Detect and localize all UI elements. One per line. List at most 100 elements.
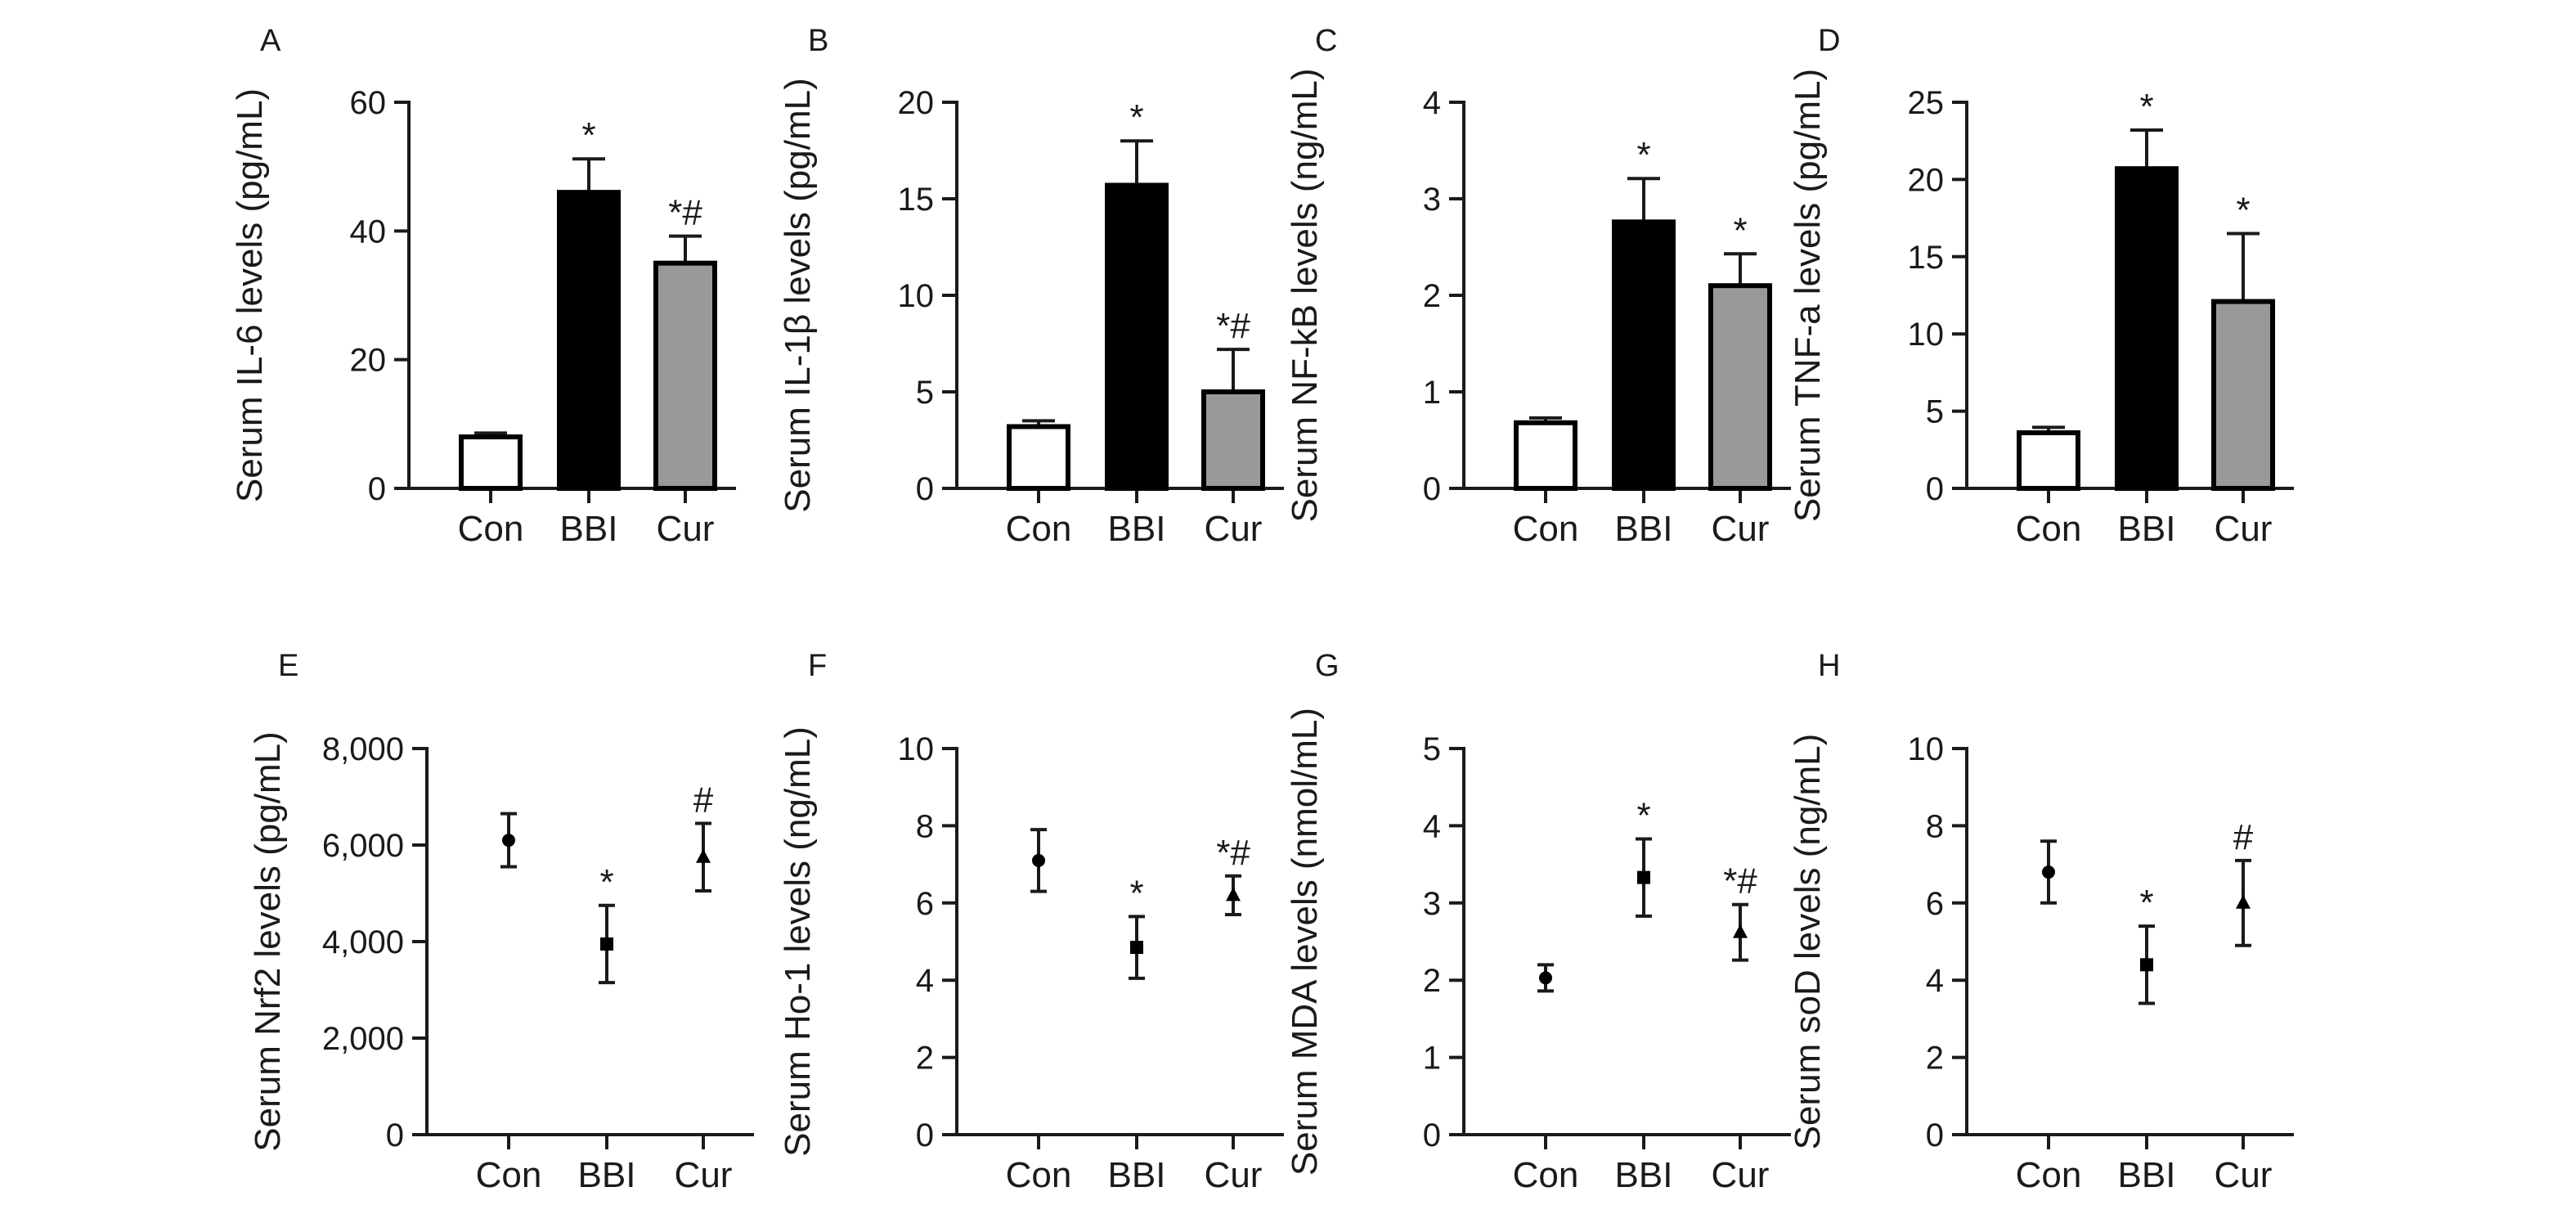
significance-mark: *: [1733, 210, 1747, 250]
y-tick-label: 20: [1908, 162, 1945, 198]
y-tick-label: 10: [1908, 317, 1945, 353]
point-marker-bbi: [600, 937, 613, 951]
significance-mark: *#: [1216, 833, 1250, 873]
significance-mark: *: [1636, 135, 1650, 175]
y-tick-label: 6: [916, 886, 934, 922]
y-tick-label: 0: [386, 1117, 404, 1153]
significance-mark: #: [693, 780, 714, 820]
y-tick-label: 40: [350, 214, 387, 250]
bar-cur: [2211, 299, 2275, 491]
point-marker-cur: [2236, 894, 2251, 909]
panel-letter: D: [1818, 24, 1840, 58]
panel-letter: E: [278, 649, 298, 683]
significance-mark: *: [581, 115, 595, 155]
panel-letter: C: [1315, 24, 1337, 58]
category-label-con: Con: [1006, 509, 1072, 549]
y-tick-label: 2,000: [322, 1021, 404, 1057]
category-label-bbi: BBI: [1615, 1155, 1673, 1195]
y-tick-label: 4: [1423, 85, 1441, 121]
y-axis-title: Serum IL-1β levels (pg/mL): [778, 78, 818, 512]
panel-c: C 0 1 2 3 4 Serum NF-kB levels (ng/mL) Con BBI * C…: [1285, 24, 1791, 549]
y-tick-label: 3: [1423, 886, 1441, 922]
y-tick-label: 0: [1926, 1117, 1944, 1153]
y-axis-title: Serum TNF-a levels (pg/mL): [1788, 69, 1828, 522]
bar-con: [1514, 420, 1577, 492]
bar-bbi: [2115, 166, 2179, 492]
category-label-con: Con: [1513, 509, 1579, 549]
category-label-con: Con: [1513, 1155, 1579, 1195]
y-tick-label: 10: [898, 731, 935, 767]
bar-bbi: [1105, 182, 1169, 491]
y-tick-label: 2: [1423, 278, 1441, 314]
y-tick-label: 6: [1926, 886, 1944, 922]
category-label-cur: Cur: [1205, 509, 1263, 549]
category-label-con: Con: [1006, 1155, 1072, 1195]
significance-mark: *: [2236, 190, 2250, 230]
y-tick-label: 5: [1926, 394, 1944, 430]
y-tick-label: 0: [1423, 471, 1441, 507]
bar-cur: [1201, 389, 1265, 491]
y-axis-title: Serum soD levels (ng/mL): [1788, 734, 1828, 1150]
point-marker-con: [502, 834, 515, 848]
y-tick-label: 5: [1423, 731, 1441, 767]
y-axis-title: Serum MDA levels (nmol/mL): [1285, 708, 1325, 1176]
bar-bbi: [557, 190, 621, 491]
y-tick-label: 8: [1926, 808, 1944, 844]
panel-letter: F: [808, 649, 827, 683]
y-tick-label: 0: [1926, 471, 1944, 507]
point-marker-cur: [696, 848, 711, 863]
y-tick-label: 4: [1423, 808, 1441, 844]
panel-a: A 0 20 40 60 Serum IL-6 levels (pg/mL) Con BBI *…: [230, 24, 736, 549]
panel-letter: G: [1315, 649, 1340, 683]
point-marker-bbi: [1130, 941, 1143, 955]
category-label-con: Con: [2016, 509, 2082, 549]
point-marker-bbi: [1637, 870, 1650, 884]
panel-f: F 0 2 4 6 8 10 Serum Ho-1 levels (ng/mL) Con BBI *…: [778, 649, 1284, 1195]
significance-mark: *#: [668, 193, 702, 233]
significance-mark: *#: [1723, 861, 1757, 902]
point-marker-con: [1032, 853, 1045, 867]
category-label-bbi: BBI: [1108, 1155, 1166, 1195]
y-tick-label: 15: [898, 182, 935, 218]
y-tick-label: 4,000: [322, 924, 404, 960]
y-tick-label: 0: [916, 471, 934, 507]
panel-h: H 0 2 4 6 8 10 Serum soD levels (ng/mL) Con BBI * C…: [1788, 649, 2294, 1195]
category-label-bbi: BBI: [2118, 1155, 2176, 1195]
y-axis-title: Serum NF-kB levels (ng/mL): [1285, 68, 1325, 522]
y-axis-title: Serum IL-6 levels (pg/mL): [230, 88, 270, 502]
point-marker-cur: [1226, 887, 1241, 902]
bar-con: [2017, 430, 2080, 491]
y-tick-label: 20: [350, 343, 387, 379]
y-tick-label: 2: [1926, 1041, 1944, 1077]
category-label-con: Con: [2016, 1155, 2082, 1195]
y-tick-label: 8: [916, 808, 934, 844]
category-label-con: Con: [476, 1155, 542, 1195]
significance-mark: #: [2233, 817, 2254, 857]
significance-mark: *#: [1216, 306, 1250, 346]
y-tick-label: 2: [916, 1041, 934, 1077]
panel-d: D 0 5 10 15 20 25 Serum TNF-a levels (pg/mL) Con…: [1788, 24, 2294, 549]
panel-letter: A: [260, 24, 281, 58]
significance-mark: *: [1129, 97, 1143, 137]
category-label-bbi: BBI: [578, 1155, 636, 1195]
point-marker-con: [2042, 866, 2055, 879]
y-tick-label: 60: [350, 85, 387, 121]
panel-letter: H: [1818, 649, 1840, 683]
bar-con: [459, 434, 523, 491]
panel-b: B 0 5 10 15 20 Serum IL-1β levels (pg/mL) Con BB…: [778, 24, 1284, 549]
category-label-cur: Cur: [1712, 509, 1770, 549]
y-tick-label: 10: [1908, 731, 1945, 767]
y-tick-label: 25: [1908, 85, 1945, 121]
y-tick-label: 3: [1423, 182, 1441, 218]
point-marker-con: [1539, 971, 1552, 985]
y-tick-label: 4: [1926, 963, 1944, 999]
point-marker-bbi: [2140, 958, 2153, 972]
category-label-cur: Cur: [2215, 509, 2273, 549]
panel-g: G 0 1 2 3 4 5 Serum MDA levels (nmol/mL) Con BBI *…: [1285, 649, 1791, 1195]
category-label-con: Con: [458, 509, 524, 549]
point-marker-cur: [1733, 924, 1748, 938]
category-label-bbi: BBI: [2118, 509, 2176, 549]
y-tick-label: 15: [1908, 240, 1945, 276]
y-tick-label: 1: [1423, 1041, 1441, 1077]
